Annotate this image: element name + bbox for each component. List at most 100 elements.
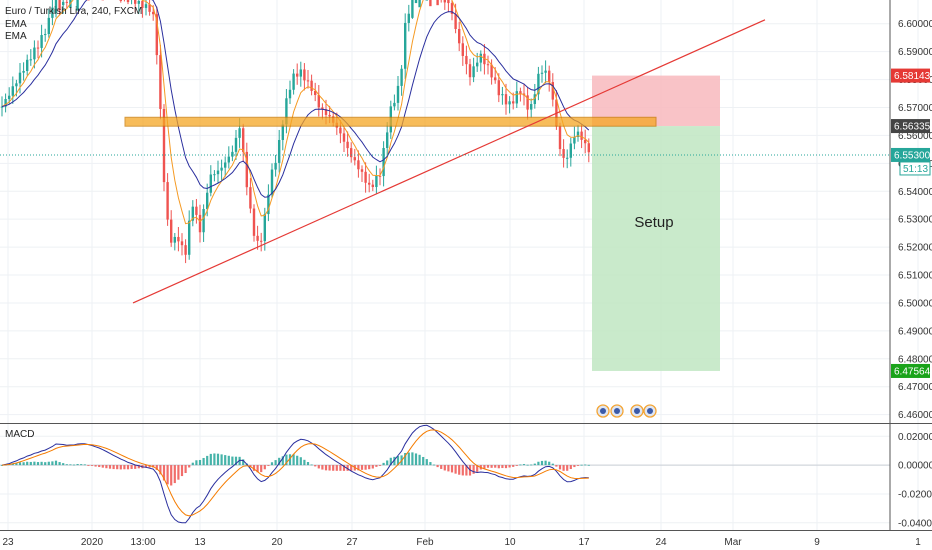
price-label-text: 6.58143 [894,71,931,82]
candle-down [119,0,122,1]
macd-histogram-bar-negative [321,465,324,470]
macd-histogram-bar-positive [213,453,216,466]
candle-down [141,0,144,8]
macd-histogram-bar-positive [281,456,284,466]
macd-histogram-bar-negative [180,465,184,477]
candle-down [328,114,331,117]
resistance-zone[interactable] [124,116,657,127]
macd-histogram-bar-negative [454,465,457,474]
candle-down [450,3,454,14]
macd-histogram-bar-negative [501,465,504,469]
price-tick-label: 6.47000 [898,382,932,393]
candle-up [566,157,569,159]
macd-histogram-bar-positive [544,460,547,466]
macd-histogram-bar-positive [83,464,86,466]
indicator-label-ema-2[interactable]: EMA [5,31,27,42]
candle-up [202,208,205,233]
price-tick-label: 6.57000 [898,103,932,114]
macd-title[interactable]: MACD [5,429,34,440]
macd-histogram-bar-positive [393,456,396,466]
candle-down [497,80,500,96]
macd-histogram-bar-positive [18,462,22,466]
candle-up [569,143,572,158]
time-tick-label: Feb [416,537,434,548]
macd-histogram-bar-negative [490,465,493,468]
indicator-label-ema-1[interactable]: EMA [5,19,27,30]
event-marker-dot [647,408,653,414]
macd-histogram-bar-negative [317,465,320,469]
macd-histogram-bar-positive [54,460,58,466]
macd-histogram-bar-positive [292,454,295,466]
price-label-badge [891,119,930,134]
grid-layer [0,0,919,530]
candle-down [551,82,554,100]
macd-histogram-bar-positive [51,461,54,466]
macd-histogram-bar-positive [234,456,238,466]
macd-histogram-bar-negative [263,465,266,470]
macd-histogram-bar-negative [458,465,461,475]
price-tick-label: 6.46000 [898,410,932,421]
macd-histogram-bar-positive [72,464,76,466]
macd-histogram-bar-negative [137,465,140,469]
candle-up [400,68,403,86]
candle-up [224,162,227,168]
macd-histogram-bar-positive [202,457,205,466]
macd-histogram-bar-positive [404,452,407,466]
macd-histogram-bar-negative [119,465,122,470]
macd-histogram-bar-negative [324,465,328,471]
candle-down [184,245,187,255]
candle-up [26,59,29,72]
candle-down [461,43,464,56]
macd-histogram-bar-negative [328,465,331,471]
macd-histogram-bar-positive [242,459,245,466]
price-label-badge [891,68,930,83]
candle-up [188,220,191,255]
candle-down [306,80,310,82]
macd-histogram-bar-negative [566,465,569,471]
macd-histogram-bar-positive [69,464,72,466]
macd-histogram-bar-positive [414,453,418,466]
candle-down [357,160,360,170]
candle-down [562,149,565,158]
candle-down [548,70,551,83]
macd-histogram-bar-positive [422,456,425,466]
macd-signal-line [1,429,589,517]
candle-down [155,14,158,56]
macd-histogram-bar-negative [166,465,169,485]
trend-line[interactable] [132,19,766,304]
time-tick-label: 10 [504,537,516,548]
macd-histogram-bar-positive [227,455,230,466]
candle-down [159,55,162,109]
candle-down [519,91,522,94]
macd-histogram-bar-negative [342,465,346,471]
candle-down [350,148,353,158]
macd-histogram-bar-positive [198,459,202,466]
take-profit-zone[interactable] [592,126,720,371]
macd-histogram-bar-negative [260,465,263,473]
macd-histogram-bar-positive [533,463,536,466]
macd-histogram-bar-negative [87,465,90,466]
macd-histogram-bar-positive [418,454,421,466]
macd-histogram-bar-positive [238,456,241,466]
macd-histogram-bar-negative [130,465,133,469]
candle-up [0,106,4,108]
macd-histogram-bar-negative [364,465,367,470]
candle-up [47,17,50,35]
candle-up [51,7,54,18]
macd-histogram-bar-negative [472,465,475,474]
macd-histogram-bar-negative [332,465,335,471]
candle-down [310,80,313,91]
candle-up [393,102,396,107]
macd-histogram-bar-negative [126,465,130,470]
candle-up [515,91,518,104]
candle-down [242,128,245,152]
macd-histogram-bar-positive [191,462,194,466]
candle-down [342,133,346,142]
candle-down [245,151,248,188]
macd-histogram-bar-positive [526,464,529,466]
candle-down [443,0,446,3]
price-tick-label: 6.60000 [898,19,932,30]
candle-up [472,66,475,78]
candle-up [209,174,212,193]
